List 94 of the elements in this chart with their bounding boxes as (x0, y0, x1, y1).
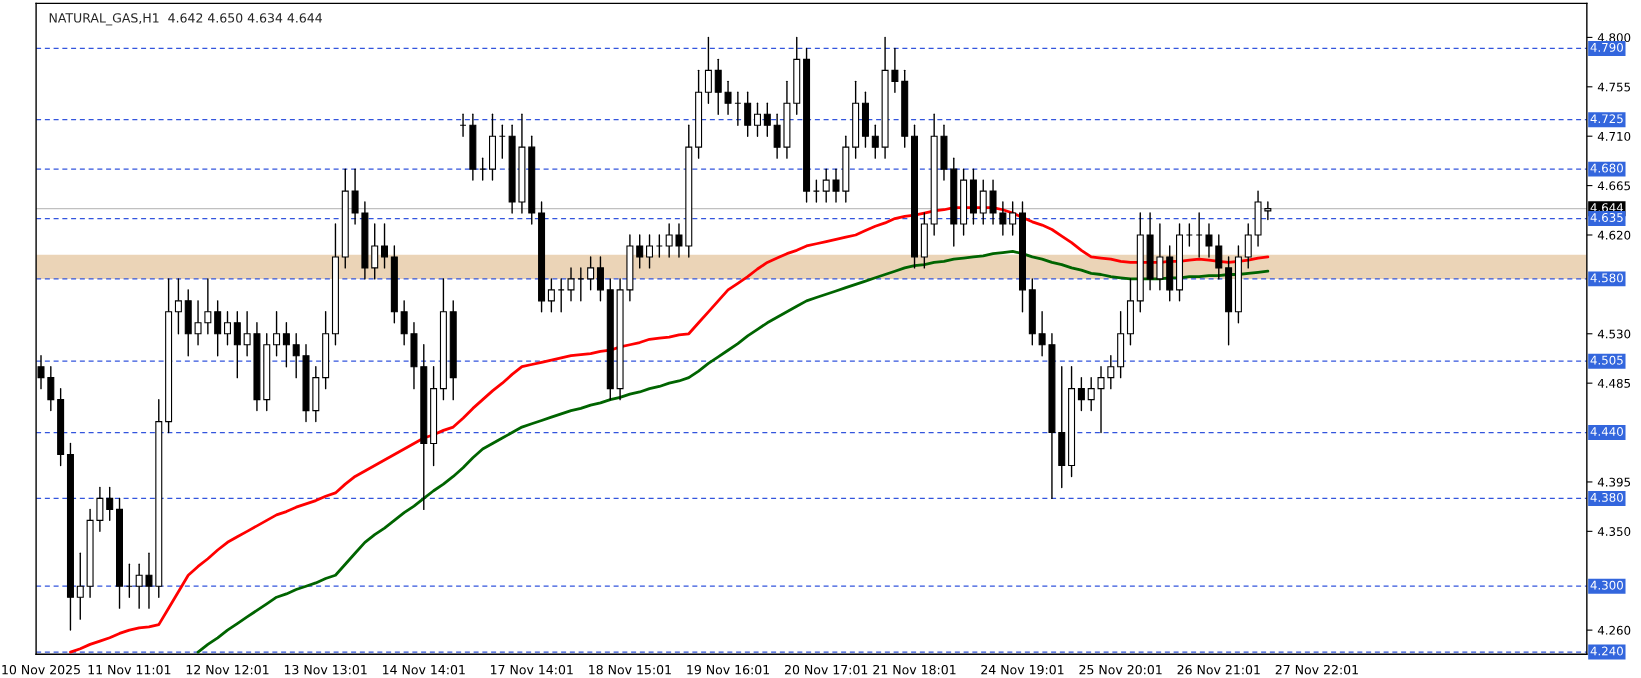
candlestick (194, 300, 202, 346)
candlestick (76, 552, 84, 620)
candlestick (675, 223, 683, 258)
candlestick (596, 256, 604, 302)
candlestick (145, 552, 153, 609)
candlestick (273, 311, 281, 357)
candlestick (832, 168, 840, 203)
y-tick-label: 4.665 (1597, 181, 1631, 191)
candlestick (174, 278, 182, 335)
candlestick (351, 168, 359, 225)
ref-line-label: 4.725 (1590, 114, 1623, 124)
x-tick-label: 14 Nov 14:01 (383, 664, 465, 675)
ref-line-label: 4.240 (1590, 646, 1623, 656)
y-tick-label: 4.395 (1597, 477, 1631, 487)
candlestick (135, 563, 143, 609)
candlestick (214, 300, 222, 357)
candlestick (646, 234, 654, 269)
candlestick (655, 234, 663, 258)
ref-line-label: 4.680 (1590, 163, 1623, 173)
line-series (196, 250, 1270, 654)
candlestick (400, 300, 408, 346)
x-tick-label: 26 Nov 21:01 (1177, 664, 1260, 675)
candlestick (381, 223, 389, 269)
candlestick (1215, 234, 1223, 280)
candlestick (371, 223, 379, 280)
candlestick (773, 113, 781, 159)
ref-line-label: 4.580 (1590, 273, 1623, 283)
ref-line-label: 4.505 (1590, 355, 1623, 365)
x-tick-label: 27 Nov 22:01 (1275, 664, 1358, 675)
candlestick (282, 322, 290, 368)
candlestick (1244, 223, 1252, 269)
y-tick-label: 4.620 (1597, 230, 1631, 240)
candlestick (1097, 366, 1105, 434)
candlestick (636, 234, 644, 269)
candlestick (891, 47, 899, 93)
x-tick-label: 20 Nov 17:01 (784, 664, 868, 675)
candlestick (753, 102, 761, 137)
candlestick (223, 311, 231, 346)
candlestick (1264, 201, 1272, 221)
y-tick-label: 4.710 (1597, 131, 1631, 141)
candlestick (714, 58, 722, 115)
candlestick (1077, 376, 1085, 412)
candlestick (243, 311, 251, 357)
y-tick-label: 4.755 (1597, 82, 1631, 92)
candlestick (665, 223, 673, 258)
y-tick-label: 4.260 (1597, 625, 1631, 635)
candlestick (989, 179, 997, 225)
candlestick (547, 278, 555, 313)
candlestick (567, 267, 575, 302)
candlestick (106, 486, 114, 522)
candlestick (744, 91, 752, 137)
x-tick-label: 25 Nov 20:01 (1079, 664, 1162, 675)
x-tick-label: 18 Nov 15:01 (589, 664, 671, 675)
candlestick (1009, 201, 1017, 236)
x-tick-label: 10 Nov 2025 (2, 664, 80, 675)
candlestick (704, 36, 712, 104)
candlestick (1038, 311, 1046, 357)
candlestick (1185, 223, 1193, 247)
x-tick-label: 21 Nov 18:01 (873, 664, 956, 675)
ref-line-label: 4.440 (1590, 427, 1623, 436)
x-tick-label: 19 Nov 16:01 (687, 664, 770, 675)
candlestick (979, 179, 987, 225)
ref-line-label: 4.380 (1590, 492, 1623, 502)
candlestick (47, 366, 55, 412)
candlestick (96, 486, 104, 533)
candlestick (822, 168, 830, 203)
candlestick (204, 278, 212, 335)
candlestick (292, 333, 300, 379)
candlestick (577, 267, 585, 302)
candlestick (587, 256, 595, 291)
x-tick-label: 12 Nov 12:01 (186, 664, 269, 675)
x-tick-label: 17 Nov 14:01 (490, 664, 573, 675)
candlestick (763, 102, 771, 137)
y-tick-label: 4.485 (1597, 378, 1631, 388)
candlestick (812, 179, 820, 203)
candlestick (557, 278, 565, 313)
ref-line-label: 4.300 (1590, 580, 1623, 590)
y-tick-label: 4.530 (1597, 329, 1631, 339)
candlestick (999, 201, 1007, 236)
candlestick (724, 80, 732, 115)
candlestick (1156, 223, 1164, 291)
candlestick (1195, 212, 1203, 258)
y-tick-label: 4.350 (1597, 527, 1631, 536)
candlestick (233, 311, 241, 379)
x-tick-label: 24 Nov 19:01 (981, 664, 1064, 675)
x-tick-label: 11 Nov 11:01 (88, 664, 171, 675)
candlestick (1087, 376, 1095, 412)
candlestick (479, 157, 487, 181)
candlestick (1205, 223, 1213, 258)
x-tick-label: 13 Nov 13:01 (284, 664, 367, 675)
text: NATURAL_GAS,H1 4.642 4.650 4.634 4.644 (49, 13, 322, 26)
candlestick (1107, 355, 1115, 390)
ref-line-label: 4.635 (1590, 213, 1623, 222)
candlestick (871, 124, 879, 159)
